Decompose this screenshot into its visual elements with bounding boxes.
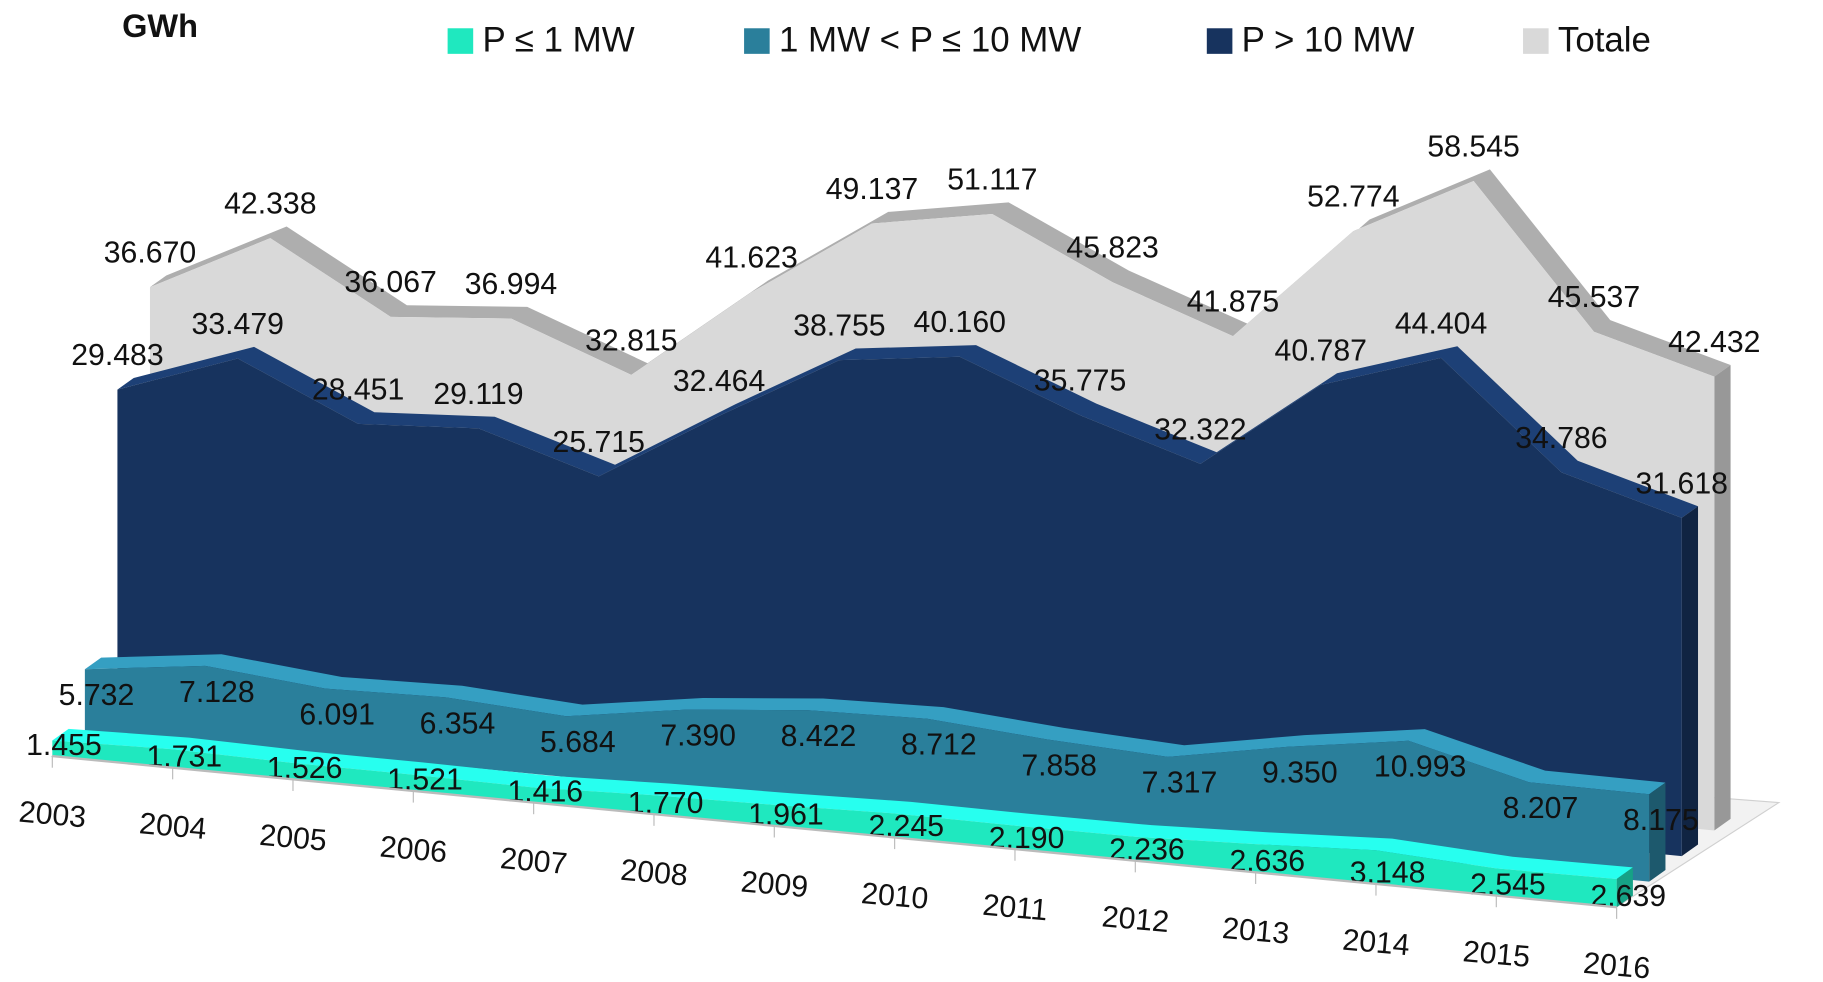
x-tick-label: 2014 — [1341, 924, 1411, 963]
x-tick-label: 2003 — [18, 796, 88, 835]
legend-swatch — [1523, 28, 1549, 54]
area — [52, 740, 1617, 908]
legend-label: P > 10 MW — [1242, 20, 1415, 59]
area-depth — [117, 345, 1699, 518]
data-label: 32.464 — [673, 365, 765, 398]
x-tick-label: 2016 — [1582, 947, 1652, 982]
area-side — [1616, 867, 1633, 908]
x-tick-label: 2006 — [379, 831, 449, 870]
data-label: 2.639 — [1590, 880, 1666, 913]
data-label: 44.404 — [1395, 307, 1487, 340]
x-tick-label: 2009 — [740, 865, 810, 904]
data-label: 41.875 — [1187, 286, 1279, 319]
data-label: 28.451 — [312, 373, 404, 406]
data-label: 45.537 — [1548, 281, 1640, 314]
x-tick-label: 2008 — [619, 854, 689, 893]
data-label: 33.479 — [192, 308, 284, 341]
data-label: 52.774 — [1307, 181, 1399, 214]
data-label: 25.715 — [553, 426, 645, 459]
legend-swatch — [447, 28, 474, 54]
x-tick-label: 2007 — [499, 842, 569, 881]
data-label: 49.137 — [826, 173, 918, 206]
data-label: 58.545 — [1427, 130, 1519, 163]
data-label: 10.993 — [1374, 751, 1466, 784]
data-label: 8.712 — [901, 729, 977, 762]
data-label: 42.432 — [1668, 326, 1760, 359]
x-tick-label: 2004 — [138, 807, 208, 846]
area-depth — [149, 169, 1731, 377]
axis-line — [52, 754, 1617, 909]
data-label: 7.317 — [1142, 767, 1218, 800]
data-label: 7.390 — [660, 719, 736, 752]
data-label: 38.755 — [793, 310, 885, 343]
data-label: 6.091 — [299, 698, 375, 731]
data-label: 40.160 — [914, 306, 1006, 339]
data-label: 45.823 — [1066, 232, 1158, 265]
data-label: 5.684 — [540, 726, 616, 759]
x-tick-label: 2005 — [258, 819, 328, 858]
data-label: 8.175 — [1623, 804, 1699, 837]
data-label: 36.067 — [344, 266, 436, 299]
area-side — [1714, 365, 1731, 831]
data-label: 36.670 — [104, 237, 196, 270]
area-depth — [52, 728, 1633, 879]
data-label: 31.618 — [1636, 467, 1728, 500]
area-side — [1681, 506, 1699, 857]
x-tick-label: 2015 — [1462, 935, 1532, 974]
unit-label: GWh — [122, 8, 198, 44]
data-label: 40.787 — [1275, 334, 1367, 367]
data-label: 8.207 — [1503, 792, 1579, 825]
area — [84, 665, 1650, 882]
data-label: 32.322 — [1154, 413, 1246, 446]
data-label: 29.483 — [71, 339, 163, 372]
legend-label: Totale — [1558, 20, 1651, 59]
data-label: 36.994 — [465, 268, 557, 301]
legend-label: 1 MW < P ≤ 10 MW — [779, 20, 1081, 59]
data-label: 8.422 — [781, 720, 857, 753]
legend-swatch — [1206, 28, 1233, 54]
data-label: 29.119 — [433, 378, 523, 411]
x-tick-label: 2011 — [981, 889, 1049, 928]
x-tick-label: 2010 — [860, 877, 930, 916]
x-tick-label: 2012 — [1101, 900, 1171, 939]
data-label: 7.128 — [179, 676, 255, 709]
data-label: 32.815 — [585, 324, 677, 357]
legend-label: P ≤ 1 MW — [482, 20, 634, 59]
data-label: 41.623 — [705, 242, 797, 275]
data-label: 5.732 — [59, 679, 135, 712]
data-label: 42.338 — [224, 188, 316, 221]
data-label: 35.775 — [1034, 365, 1126, 398]
area-depth — [84, 654, 1666, 795]
area-side — [1649, 782, 1666, 882]
data-label: 34.786 — [1515, 422, 1607, 455]
legend-swatch — [744, 28, 770, 54]
data-label: 9.350 — [1262, 757, 1338, 790]
data-label: 6.354 — [420, 707, 496, 740]
data-label: 51.117 — [947, 163, 1037, 196]
x-tick-label: 2013 — [1221, 912, 1291, 951]
data-label: 7.858 — [1021, 749, 1097, 782]
